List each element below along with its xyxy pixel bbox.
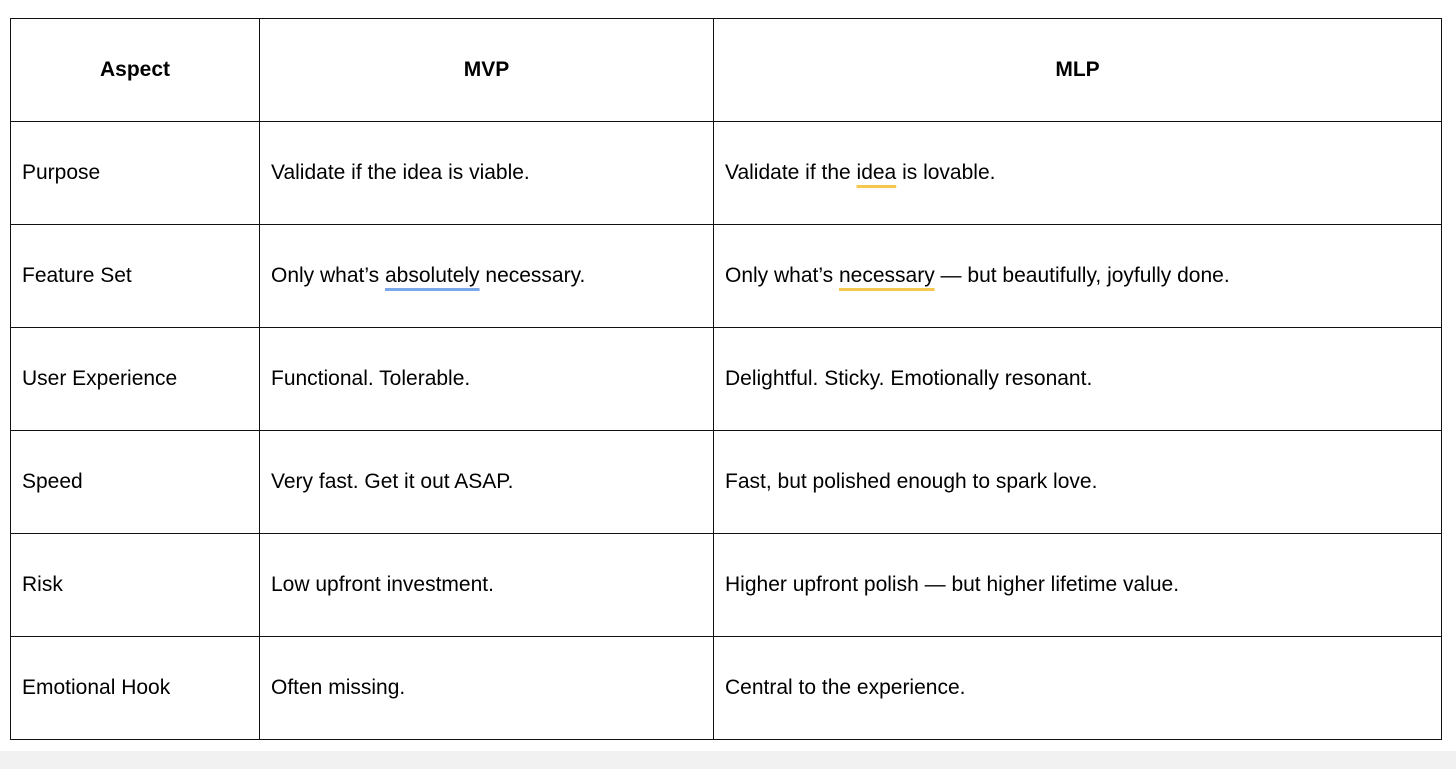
cell-aspect: Risk [10, 533, 260, 637]
header-mlp: MLP [713, 18, 1442, 122]
header-aspect: Aspect [10, 18, 260, 122]
comparison-table: Aspect MVP MLP Purpose Validate if the i… [10, 18, 1442, 740]
cell-aspect: User Experience [10, 327, 260, 431]
cell-mlp: Only what’s necessary — but beautifully,… [713, 224, 1442, 328]
table-row: Purpose Validate if the idea is viable. … [10, 121, 1442, 225]
table-row: Emotional Hook Often missing. Central to… [10, 636, 1442, 740]
cell-text: is lovable. [896, 161, 996, 184]
cell-mvp: Only what’s absolutely necessary. [259, 224, 714, 328]
grammar-suggestion-word[interactable]: idea [856, 161, 897, 184]
cell-text: Only what’s [271, 264, 385, 287]
cell-aspect: Emotional Hook [10, 636, 260, 740]
cell-mlp: Fast, but polished enough to spark love. [713, 430, 1442, 534]
header-mvp: MVP [259, 18, 714, 122]
table-row: User Experience Functional. Tolerable. D… [10, 327, 1442, 431]
table-row: Speed Very fast. Get it out ASAP. Fast, … [10, 430, 1442, 534]
cell-text: Validate if the [725, 161, 857, 184]
cell-mlp: Central to the experience. [713, 636, 1442, 740]
cell-aspect: Feature Set [10, 224, 260, 328]
cell-text: necessary. [479, 264, 586, 287]
cell-mlp: Delightful. Sticky. Emotionally resonant… [713, 327, 1442, 431]
grammar-suggestion-word[interactable]: necessary [839, 264, 935, 287]
cell-mvp: Very fast. Get it out ASAP. [259, 430, 714, 534]
document-bottom-strip [0, 751, 1456, 769]
cell-mvp: Functional. Tolerable. [259, 327, 714, 431]
cell-mvp: Validate if the idea is viable. [259, 121, 714, 225]
cell-text: — but beautifully, joyfully done. [934, 264, 1230, 287]
spelling-suggestion-word[interactable]: absolutely [385, 264, 480, 287]
cell-aspect: Speed [10, 430, 260, 534]
cell-text: Only what’s [725, 264, 839, 287]
table-header-row: Aspect MVP MLP [10, 18, 1442, 122]
cell-aspect: Purpose [10, 121, 260, 225]
cell-mlp: Validate if the idea is lovable. [713, 121, 1442, 225]
table-row: Feature Set Only what’s absolutely neces… [10, 224, 1442, 328]
cell-mvp: Often missing. [259, 636, 714, 740]
cell-mvp: Low upfront investment. [259, 533, 714, 637]
cell-mlp: Higher upfront polish — but higher lifet… [713, 533, 1442, 637]
table-row: Risk Low upfront investment. Higher upfr… [10, 533, 1442, 637]
